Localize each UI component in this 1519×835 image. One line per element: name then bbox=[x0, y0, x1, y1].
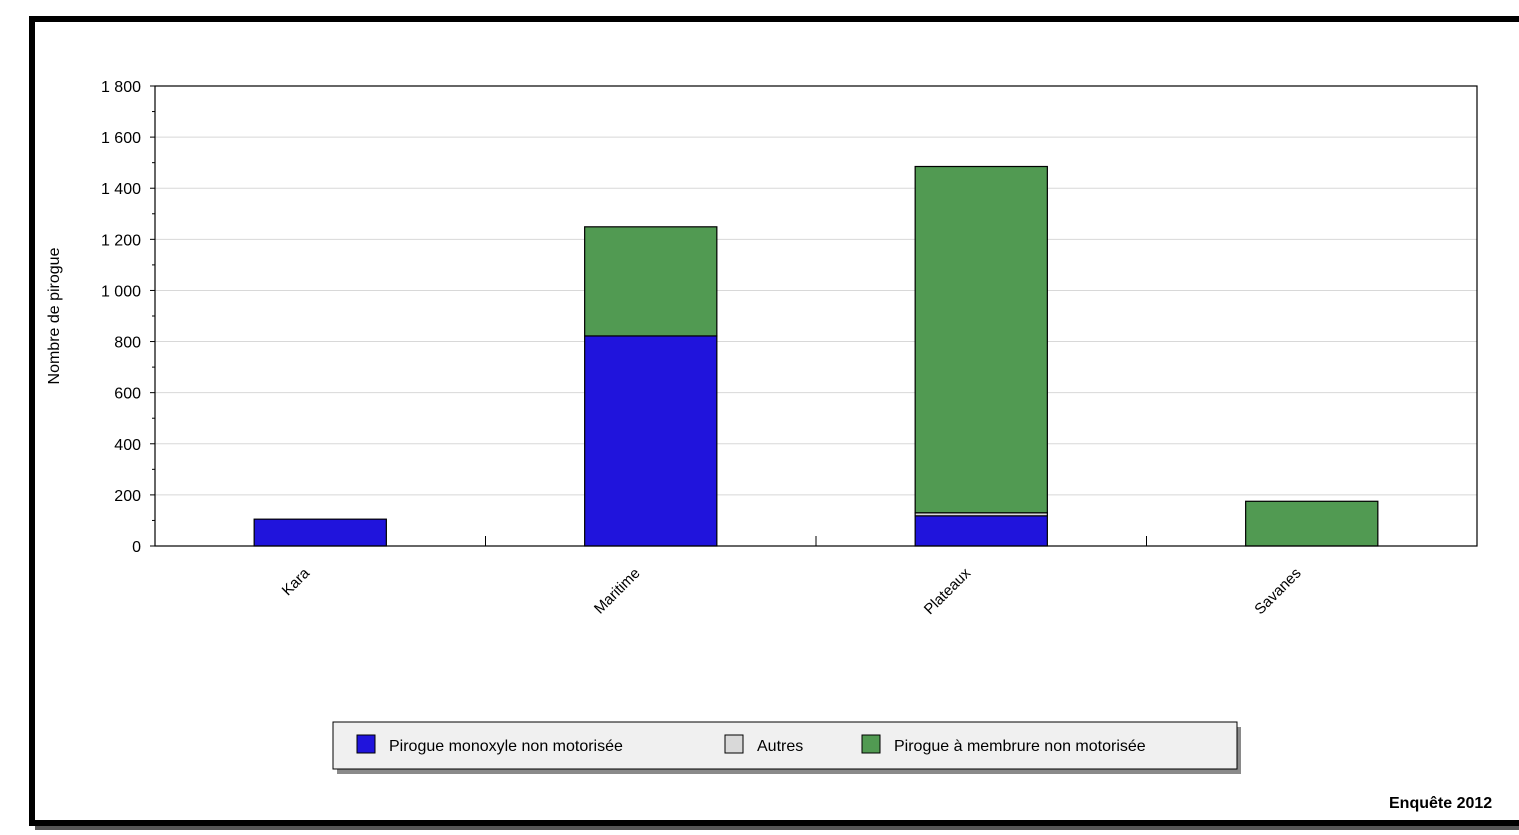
source-label: Enquête 2012 bbox=[1389, 795, 1492, 812]
y-tick-label: 800 bbox=[114, 335, 141, 352]
legend-swatch bbox=[861, 734, 881, 754]
y-tick-label: 400 bbox=[114, 437, 141, 454]
y-tick-label: 200 bbox=[114, 488, 141, 505]
gridlines bbox=[155, 136, 1477, 496]
legend-item: Pirogue monoxyle non motorisée bbox=[356, 734, 623, 755]
legend-box bbox=[332, 721, 1238, 770]
bar-segment bbox=[253, 518, 387, 547]
legend-item: Pirogue à membrure non motorisée bbox=[861, 734, 1146, 755]
bar-segment bbox=[914, 515, 1048, 547]
legend-label: Pirogue à membrure non motorisée bbox=[894, 738, 1146, 755]
y-tick-label: 0 bbox=[132, 539, 141, 556]
legend-swatch bbox=[724, 734, 744, 754]
bar-segment bbox=[914, 165, 1048, 514]
legend-label: Autres bbox=[757, 738, 803, 755]
y-axis-label: Nombre de pirogue bbox=[46, 247, 63, 384]
legend: Pirogue monoxyle non motorisée Autres Piro… bbox=[332, 721, 1241, 774]
y-tick-label: 600 bbox=[114, 386, 141, 403]
y-tick-label: 1 600 bbox=[101, 130, 141, 147]
y-tick-label: 1 000 bbox=[101, 283, 141, 300]
y-axis-ticks: 0 200 400 600 800 1 000 1 200 1 400 1 600 1 800 bbox=[101, 79, 155, 556]
y-tick-label: 1 800 bbox=[101, 79, 141, 96]
bars bbox=[253, 165, 1379, 547]
legend-swatch bbox=[356, 734, 376, 754]
plot-background bbox=[155, 86, 1477, 546]
bar-segment bbox=[584, 226, 718, 337]
bar-segment bbox=[1245, 500, 1379, 547]
legend-item: Autres bbox=[724, 734, 803, 755]
bar-segment bbox=[584, 335, 718, 547]
y-tick-label: 1 200 bbox=[101, 232, 141, 249]
legend-label: Pirogue monoxyle non motorisée bbox=[389, 738, 623, 755]
y-tick-label: 1 400 bbox=[101, 181, 141, 198]
frame-border bbox=[29, 16, 1519, 826]
